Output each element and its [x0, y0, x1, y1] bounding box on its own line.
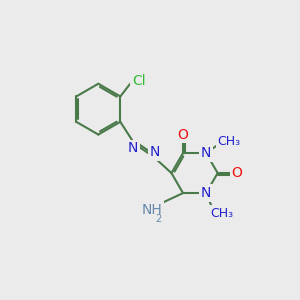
Text: N: N	[201, 186, 211, 200]
Text: O: O	[178, 128, 188, 142]
Text: N: N	[150, 145, 160, 159]
Text: Cl: Cl	[132, 74, 146, 88]
Text: 2: 2	[155, 214, 161, 224]
Text: CH₃: CH₃	[218, 135, 241, 148]
Text: N: N	[128, 141, 138, 155]
Text: CH₃: CH₃	[210, 207, 233, 220]
Text: N: N	[201, 146, 211, 160]
Text: O: O	[232, 166, 242, 180]
Text: NH: NH	[142, 203, 163, 217]
